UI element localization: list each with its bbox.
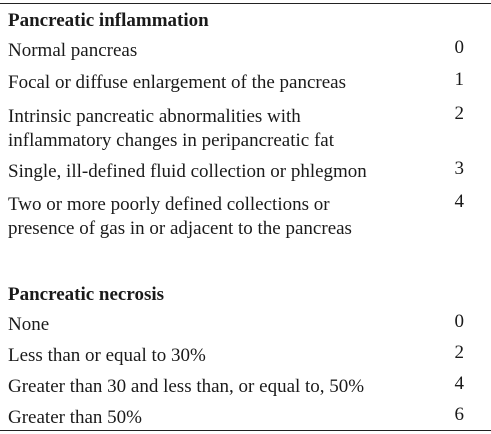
row-label: Focal or diffuse enlargement of the panc… xyxy=(8,72,347,93)
table-row: Focal or diffuse enlargement of the panc… xyxy=(8,69,491,95)
row-label: Single, ill-defined fluid collection or … xyxy=(8,161,367,182)
row-score: 2 xyxy=(454,342,465,363)
row-label: Two or more poorly defined collections o… xyxy=(8,194,352,239)
top-rule xyxy=(0,3,491,4)
row-score: 6 xyxy=(454,404,465,425)
row-label: Intrinsic pancreatic abnormalities with … xyxy=(8,106,335,151)
table-row: Less than or equal to 30% 2 xyxy=(8,342,491,368)
row-label: Normal pancreas xyxy=(8,40,138,61)
section-heading-necrosis: Pancreatic necrosis xyxy=(8,284,165,305)
table-row: Two or more poorly defined collections o… xyxy=(8,191,491,241)
row-score: 2 xyxy=(454,103,465,124)
row-score: 0 xyxy=(454,37,465,58)
row-label: Less than or equal to 30% xyxy=(8,345,206,366)
row-score: 0 xyxy=(454,311,465,332)
table-row: None 0 xyxy=(8,311,491,337)
row-score: 1 xyxy=(454,69,465,90)
row-label: None xyxy=(8,314,50,335)
bottom-rule xyxy=(0,430,491,431)
row-score: 4 xyxy=(454,373,465,394)
section-heading-inflammation: Pancreatic inflammation xyxy=(8,10,209,31)
row-score: 4 xyxy=(454,191,465,212)
table-row: Intrinsic pancreatic abnormalities with … xyxy=(8,103,491,153)
row-score: 3 xyxy=(454,158,465,179)
table-row: Normal pancreas 0 xyxy=(8,37,491,63)
table-row: Greater than 50% 6 xyxy=(8,404,491,430)
table-row: Single, ill-defined fluid collection or … xyxy=(8,158,491,184)
row-label: Greater than 30 and less than, or equal … xyxy=(8,376,365,397)
table-row: Greater than 30 and less than, or equal … xyxy=(8,373,491,399)
row-label: Greater than 50% xyxy=(8,407,142,428)
